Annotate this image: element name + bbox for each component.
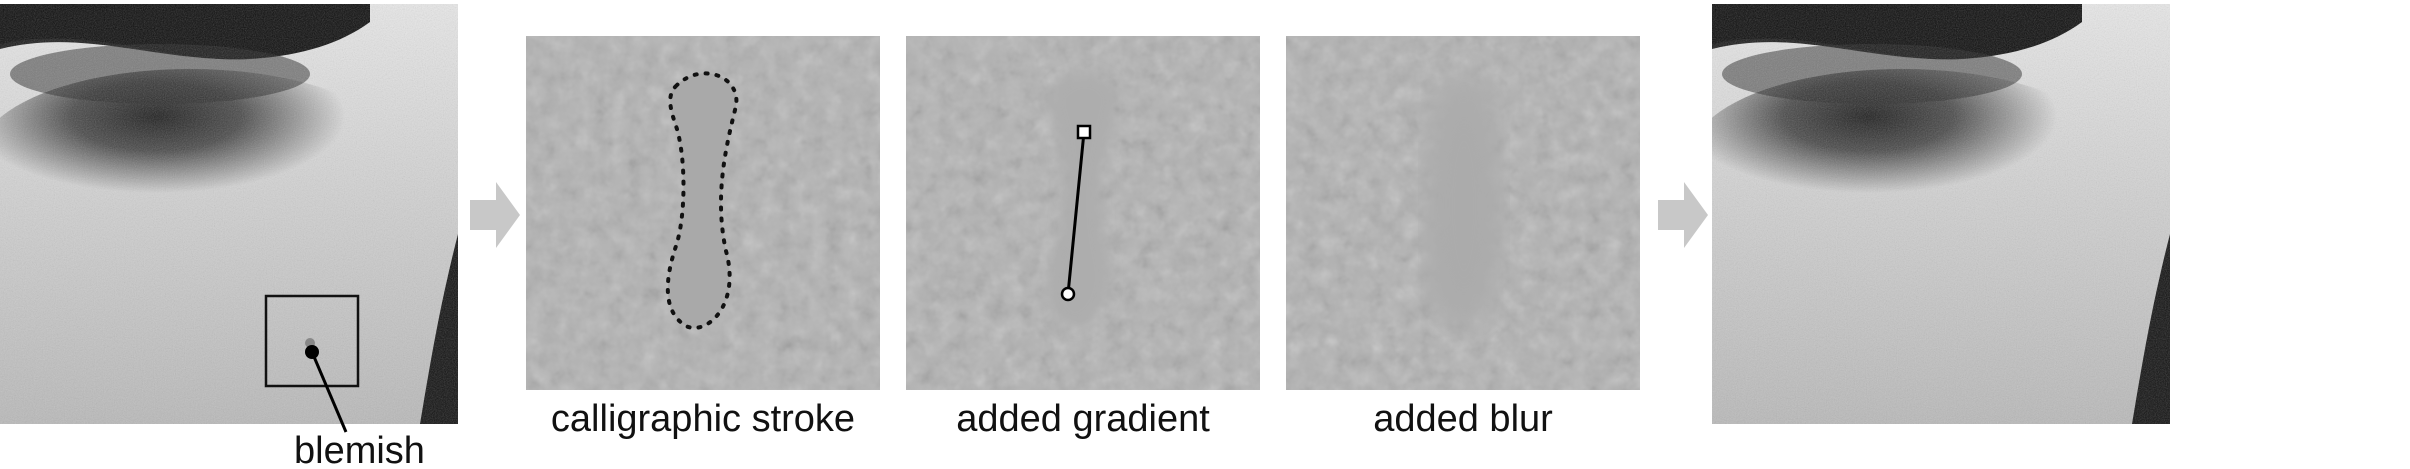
step1-caption: calligraphic stroke [550, 398, 856, 440]
blemish-highlight-box [264, 294, 360, 388]
circle-handle-icon[interactable] [1060, 286, 1076, 302]
right-arrow-icon [1658, 182, 1708, 248]
skin-patch-blurred [1286, 36, 1640, 390]
step3-caption: added blur [1373, 398, 1553, 440]
step2-caption: added gradient [956, 398, 1210, 440]
blemish-callout [305, 345, 348, 433]
skin-patch-with-dotted-outline [526, 36, 880, 390]
square-handle-icon[interactable] [1076, 124, 1092, 140]
after-face-photo [1712, 4, 2170, 424]
before-face-photo [0, 4, 458, 424]
skin-patch-with-gradient-handle [906, 36, 1260, 390]
right-arrow-icon [470, 182, 520, 248]
blemish-label: blemish [294, 430, 425, 469]
